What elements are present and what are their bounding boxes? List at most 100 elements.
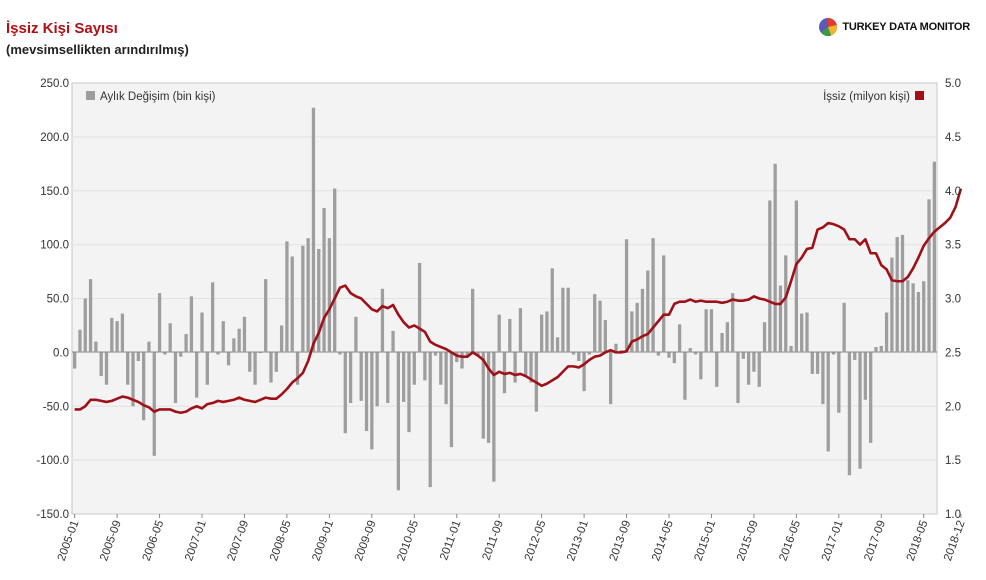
- bar: [529, 352, 533, 383]
- x-tick-label: 2017-01: [820, 519, 846, 563]
- y-left-tick-label: -50.0: [43, 401, 69, 413]
- bar: [333, 188, 337, 353]
- bar: [911, 283, 915, 353]
- bar: [120, 313, 125, 353]
- bar: [327, 238, 332, 353]
- x-tick-label: 2006-05: [141, 519, 167, 563]
- bar: [343, 352, 347, 434]
- bar: [815, 352, 820, 374]
- bar: [99, 352, 103, 377]
- bar: [497, 314, 501, 353]
- bar: [752, 352, 756, 372]
- bar: [391, 330, 395, 353]
- bar: [142, 352, 146, 421]
- bar: [115, 321, 119, 353]
- bar: [731, 293, 735, 353]
- x-tick-label: 2015-01: [693, 519, 719, 563]
- y-left-tick-label: -150.0: [36, 509, 69, 521]
- bar: [821, 352, 825, 405]
- brand-name: TURKEY DATA MONITOR: [842, 21, 970, 33]
- x-tick-label: 2007-09: [226, 519, 252, 563]
- bar: [805, 312, 809, 353]
- y-right-tick-label: 1.0: [945, 509, 961, 521]
- bar: [884, 312, 889, 353]
- bar: [396, 352, 401, 491]
- bar: [370, 352, 374, 450]
- bar: [900, 234, 905, 353]
- x-tick-label: 2009-01: [310, 519, 336, 563]
- bar: [699, 352, 703, 380]
- bar: [386, 352, 390, 404]
- bar: [932, 161, 936, 353]
- bar: [709, 309, 714, 353]
- bar: [269, 352, 273, 383]
- bar: [810, 352, 814, 374]
- bar: [210, 282, 215, 353]
- bar: [412, 352, 416, 385]
- bar: [465, 352, 469, 356]
- x-tick-label: 2010-05: [395, 519, 421, 563]
- y-right-tick-label: 3.0: [945, 294, 961, 306]
- bar: [847, 352, 852, 476]
- y-right-tick-label: 5.0: [945, 78, 961, 90]
- bar: [258, 352, 263, 354]
- chart-title: İşsiz Kişi Sayısı: [6, 20, 118, 37]
- bar: [285, 241, 289, 353]
- bar: [195, 352, 199, 398]
- legend-line-label: İşsiz (milyon kişi): [823, 90, 910, 103]
- x-tick-label: 2007-01: [183, 519, 209, 563]
- x-tick-label: 2016-05: [777, 519, 803, 563]
- bar: [704, 309, 708, 353]
- bar: [566, 287, 570, 353]
- bar: [253, 352, 257, 385]
- bar: [264, 279, 268, 353]
- bar: [656, 352, 661, 356]
- bar: [184, 334, 188, 353]
- bar: [784, 255, 788, 353]
- bar: [486, 352, 491, 443]
- bar: [274, 352, 278, 372]
- bar: [152, 352, 156, 456]
- bar: [73, 352, 77, 369]
- bar: [237, 328, 241, 353]
- bar: [83, 298, 87, 353]
- bar: [364, 352, 369, 432]
- x-tick-label: 2013-09: [608, 519, 634, 563]
- bar: [317, 248, 321, 353]
- y-right-tick-label: 1.5: [945, 455, 961, 467]
- bar: [545, 311, 549, 353]
- bar: [890, 257, 894, 353]
- bar: [736, 352, 740, 404]
- x-tick-label: 2011-01: [438, 519, 463, 562]
- bar: [433, 352, 438, 356]
- bar: [216, 352, 220, 355]
- bar: [550, 268, 554, 353]
- bar: [423, 352, 427, 381]
- bar: [492, 352, 496, 482]
- bar: [157, 293, 162, 353]
- bar: [789, 345, 793, 353]
- bar: [179, 352, 183, 357]
- bar: [869, 352, 873, 443]
- bar: [800, 313, 804, 353]
- bar: [524, 352, 528, 377]
- y-right-tick-label: 2.5: [945, 347, 961, 359]
- bar: [593, 294, 597, 353]
- bar: [540, 314, 544, 353]
- bar: [402, 352, 406, 402]
- x-tick-label: 2018-12: [942, 519, 968, 563]
- x-tick-label: 2017-09: [862, 519, 888, 563]
- x-tick-label: 2013-01: [565, 519, 591, 563]
- bar: [147, 341, 151, 353]
- bar: [688, 348, 692, 353]
- bar: [672, 352, 676, 364]
- y-left-tick-label: 150.0: [40, 186, 69, 198]
- bar: [741, 352, 745, 359]
- bar: [895, 237, 899, 353]
- bar: [136, 352, 140, 361]
- bar: [768, 200, 772, 353]
- bar: [88, 279, 93, 353]
- bar: [460, 352, 464, 369]
- x-tick-label: 2012-05: [523, 519, 549, 563]
